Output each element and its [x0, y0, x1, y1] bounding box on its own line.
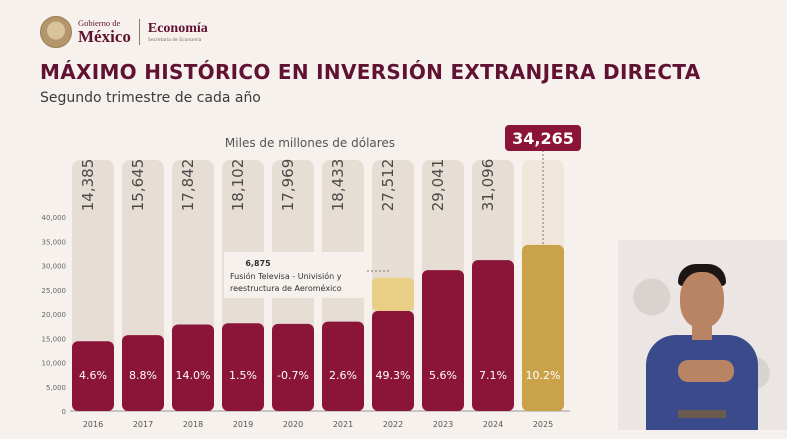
- bar-main: [72, 341, 114, 411]
- growth-label: 1.5%: [229, 369, 257, 382]
- x-tick-label: 2021: [333, 420, 353, 429]
- growth-label: 2.6%: [329, 369, 357, 382]
- interpreter-belt: [678, 410, 726, 418]
- unit-label: Miles de millones de dólares: [225, 136, 395, 150]
- growth-label: 5.6%: [429, 369, 457, 382]
- sign-language-interpreter-video: [618, 240, 787, 430]
- bar-main: [172, 324, 214, 411]
- x-tick-label: 2017: [133, 420, 153, 429]
- y-tick-label: 30,000: [42, 263, 67, 271]
- y-tick-label: 35,000: [42, 238, 67, 246]
- x-tick-label: 2024: [483, 420, 503, 429]
- y-tick-label: 40,000: [42, 214, 67, 222]
- bar-main: [222, 323, 264, 411]
- x-tick-label: 2023: [433, 420, 453, 429]
- bar-main: [472, 260, 514, 411]
- y-tick-label: 25,000: [42, 287, 67, 295]
- bar-main: [122, 335, 164, 411]
- interpreter-neck: [692, 326, 712, 340]
- growth-label: 7.1%: [479, 369, 507, 382]
- bar-main: [272, 323, 314, 411]
- x-tick-label: 2025: [533, 420, 553, 429]
- gob-small-text: Gobierno de: [78, 18, 121, 29]
- eco-big-text: Economía: [147, 20, 208, 36]
- annotation-value: 6,875: [245, 259, 271, 268]
- growth-label: -0.7%: [277, 369, 309, 382]
- y-tick-label: 10,000: [42, 360, 67, 368]
- growth-label: 10.2%: [526, 369, 561, 382]
- government-seal-icon: [40, 16, 72, 48]
- chart-subtitle: Segundo trimestre de cada año: [40, 90, 261, 106]
- y-tick-label: 15,000: [42, 335, 67, 343]
- total-value-label: 15,645: [129, 159, 147, 212]
- bar-main: [372, 310, 414, 411]
- x-tick-label: 2022: [383, 420, 403, 429]
- y-tick-label: 5,000: [46, 384, 66, 392]
- logo-divider: [138, 19, 140, 45]
- x-tick-label: 2020: [283, 420, 303, 429]
- growth-label: 49.3%: [376, 369, 411, 382]
- eco-small-text: Secretaría de Economía: [147, 37, 202, 43]
- annotation-box: [224, 252, 367, 298]
- highlight-value-box: [505, 125, 581, 151]
- y-tick-label: 20,000: [42, 311, 67, 319]
- x-tick-label: 2018: [183, 420, 203, 429]
- total-value-label: 17,842: [179, 159, 197, 212]
- total-value-label: 18,433: [329, 159, 347, 212]
- growth-label: 14.0%: [176, 369, 211, 382]
- y-tick-label: 0: [62, 408, 66, 416]
- total-value-label: 17,969: [279, 159, 297, 212]
- header: Gobierno de México Economía Secretaría d…: [40, 14, 208, 50]
- total-value-label: 27,512: [379, 159, 397, 212]
- interpreter-hands: [678, 360, 734, 382]
- gob-big-text: México: [78, 26, 131, 46]
- bar-main: [522, 244, 564, 411]
- total-value-label: 29,041: [429, 159, 447, 212]
- annotation-text-line2: reestructura de Aeroméxico: [230, 283, 342, 293]
- x-tick-label: 2016: [83, 420, 103, 429]
- x-tick-label: 2019: [233, 420, 253, 429]
- highlight-value-label: 34,265: [512, 129, 574, 148]
- annotation-text-line1: Fusión Televisa - Univisión y: [230, 271, 342, 281]
- interpreter-head: [680, 272, 724, 328]
- growth-label: 4.6%: [79, 369, 107, 382]
- chart-title: MÁXIMO HISTÓRICO EN INVERSIÓN EXTRANJERA…: [40, 60, 701, 84]
- bar-main: [422, 270, 464, 411]
- growth-label: 8.8%: [129, 369, 157, 382]
- bar-extraordinary: [372, 277, 414, 311]
- economia-logo: Economía Secretaría de Economía: [147, 20, 208, 43]
- bar-main: [322, 321, 364, 411]
- gobierno-logo: Gobierno de México: [78, 19, 131, 45]
- total-value-label: 31,096: [479, 159, 497, 212]
- total-value-label: 18,102: [229, 159, 247, 212]
- total-value-label: 14,385: [79, 159, 97, 212]
